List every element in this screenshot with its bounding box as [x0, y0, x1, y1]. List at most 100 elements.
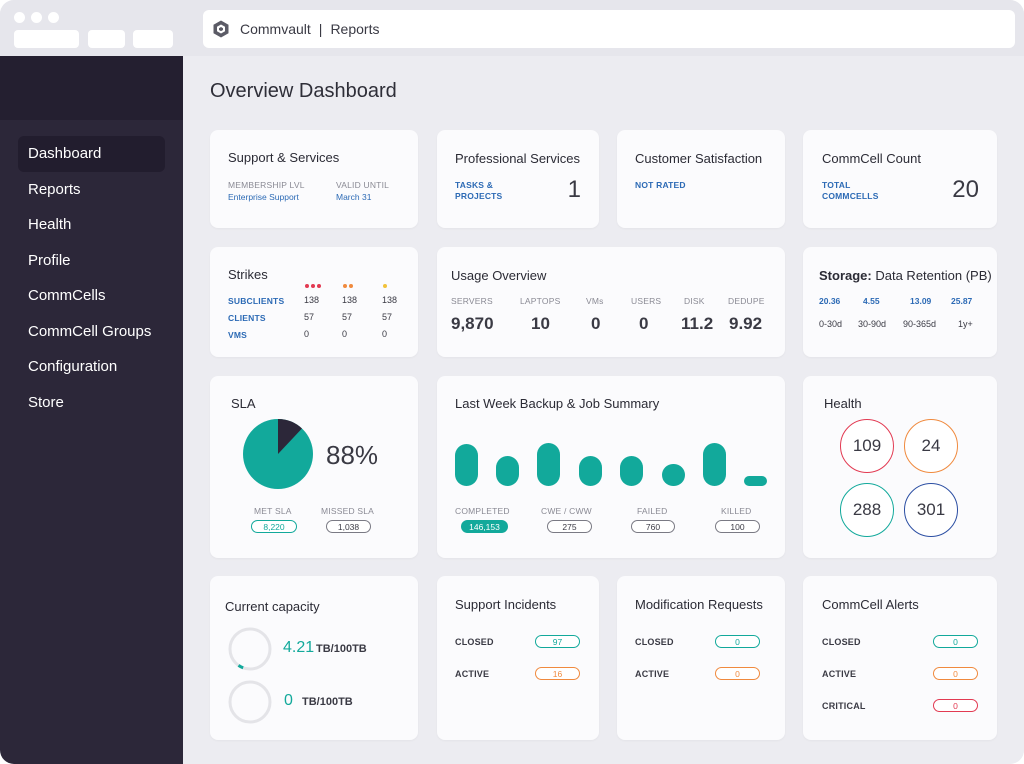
missed-sla-value[interactable]: 1,038: [326, 520, 371, 533]
support-incidents-card[interactable]: Support Incidents CLOSED 97 ACTIVE 16: [437, 576, 599, 740]
capacity-unit: TB/100TB: [316, 643, 367, 655]
retention-label: 30-90d: [858, 319, 887, 329]
window-maximize-dot[interactable]: [48, 12, 59, 23]
sidebar-nav: Dashboard Reports Health Profile CommCel…: [18, 136, 165, 420]
health-card[interactable]: Health 109 24 288 301: [803, 376, 997, 558]
total-commcells-link[interactable]: TOTAL COMMCELLS: [822, 180, 879, 201]
card-title: Current capacity: [225, 599, 320, 614]
health-circle[interactable]: 109: [840, 419, 894, 473]
request-row-value[interactable]: 0: [715, 635, 760, 648]
sidebar: Dashboard Reports Health Profile CommCel…: [0, 56, 183, 764]
sidebar-item-dashboard[interactable]: Dashboard: [18, 136, 165, 172]
main-content: Overview Dashboard Support & Services ME…: [183, 56, 1024, 764]
browser-chrome: Commvault | Reports: [0, 0, 1024, 56]
alert-row-label: CRITICAL: [822, 701, 866, 711]
not-rated-link[interactable]: NOT RATED: [635, 180, 686, 190]
browser-tab[interactable]: [14, 30, 79, 48]
sidebar-item-health[interactable]: Health: [28, 216, 72, 234]
valid-until-value[interactable]: March 31: [336, 192, 372, 202]
browser-tab[interactable]: [133, 30, 173, 48]
sidebar-item-reports[interactable]: Reports: [28, 180, 81, 198]
health-circle[interactable]: 24: [904, 419, 958, 473]
alert-row-value[interactable]: 0: [933, 635, 978, 648]
backup-stat-value[interactable]: 275: [547, 520, 592, 533]
retention-label: 90-365d: [903, 319, 937, 329]
backup-stat-value[interactable]: 146,153: [461, 520, 508, 533]
address-bar[interactable]: Commvault | Reports: [203, 10, 1015, 48]
strikes-card[interactable]: Strikes SUBCLIENTS 138 138 138 CLIENTS 5…: [210, 247, 418, 357]
browser-tab[interactable]: [88, 30, 125, 48]
strikes-row-label[interactable]: SUBCLIENTS: [228, 296, 285, 306]
sla-card[interactable]: SLA 88% MET SLA 8,220 MISSED SLA 1,038: [210, 376, 418, 558]
strikes-value: 57: [304, 312, 315, 322]
health-circle[interactable]: 301: [904, 483, 958, 537]
usage-overview-card[interactable]: Usage Overview SERVERS 9,870 LAPTOPS 10 …: [437, 247, 785, 357]
request-row-value[interactable]: 0: [715, 667, 760, 680]
window-minimize-dot[interactable]: [31, 12, 42, 23]
backup-bar: [620, 456, 643, 486]
strikes-row-label[interactable]: CLIENTS: [228, 313, 266, 323]
strikes-value: 0: [382, 329, 388, 339]
sla-missed-slice: [278, 419, 302, 454]
sidebar-item-commcell-groups[interactable]: CommCell Groups: [28, 322, 152, 340]
alert-row-value[interactable]: 0: [933, 699, 978, 712]
usage-value: 10: [531, 314, 550, 333]
retention-value[interactable]: 25.87: [951, 296, 973, 306]
valid-until-label: VALID UNTIL: [336, 180, 390, 190]
sidebar-item-commcells[interactable]: CommCells: [28, 287, 106, 305]
backup-summary-card[interactable]: Last Week Backup & Job Summary COMPLETED…: [437, 376, 785, 558]
window-close-dot[interactable]: [14, 12, 25, 23]
incident-row-value[interactable]: 97: [535, 635, 580, 648]
retention-value[interactable]: 4.55: [863, 296, 880, 306]
backup-stat-label: COMPLETED: [455, 506, 510, 516]
sidebar-item-profile[interactable]: Profile: [28, 251, 71, 269]
membership-label: MEMBERSHIP LVL: [228, 180, 305, 190]
support-services-card[interactable]: Support & Services MEMBERSHIP LVL Enterp…: [210, 130, 418, 228]
retention-value[interactable]: 13.09: [910, 296, 932, 306]
current-capacity-card[interactable]: Current capacity 4.21 TB/100TB 0 TB/100T…: [210, 576, 418, 740]
tasks-projects-link[interactable]: TASKS & PROJECTS: [455, 180, 503, 201]
backup-stat-value[interactable]: 100: [715, 520, 760, 533]
alert-row-value[interactable]: 0: [933, 667, 978, 680]
card-title: Professional Services: [455, 151, 580, 166]
professional-services-card[interactable]: Professional Services TASKS & PROJECTS 1: [437, 130, 599, 228]
commcell-alerts-card[interactable]: CommCell Alerts CLOSED 0 ACTIVE 0 CRITIC…: [803, 576, 997, 740]
membership-value[interactable]: Enterprise Support: [228, 192, 299, 202]
strikes-value: 0: [304, 329, 310, 339]
customer-satisfaction-card[interactable]: Customer Satisfaction NOT RATED: [617, 130, 785, 228]
modification-requests-card[interactable]: Modification Requests CLOSED 0 ACTIVE 0: [617, 576, 785, 740]
retention-value[interactable]: 20.36: [819, 296, 841, 306]
strikes-row-label[interactable]: VMS: [228, 330, 248, 340]
breadcrumb-page: Reports: [330, 21, 380, 37]
usage-label: USERS: [631, 296, 662, 306]
commcell-count-card[interactable]: CommCell Count TOTAL COMMCELLS 20: [803, 130, 997, 228]
card-title: Health: [824, 396, 862, 411]
backup-stat-label: CWE / CWW: [541, 506, 592, 516]
strikes-value: 0: [342, 329, 348, 339]
strikes-value: 138: [342, 295, 358, 305]
storage-card[interactable]: Storage: Data Retention (PB) 20.36 4.55 …: [803, 247, 997, 357]
sidebar-item-configuration[interactable]: Configuration: [28, 358, 118, 376]
usage-label: DISK: [684, 296, 705, 306]
usage-label: SERVERS: [451, 296, 493, 306]
card-title: Support Incidents: [455, 597, 557, 612]
severity-dots-icon: [343, 284, 353, 288]
backup-stat-value[interactable]: 760: [631, 520, 675, 533]
usage-value: 9,870: [451, 314, 494, 333]
backup-stat-label: KILLED: [721, 506, 752, 516]
usage-label: LAPTOPS: [520, 296, 561, 306]
incident-row-value[interactable]: 16: [535, 667, 580, 680]
alert-row-label: ACTIVE: [822, 669, 857, 679]
card-title: Usage Overview: [451, 268, 547, 283]
strikes-value: 57: [382, 312, 393, 322]
met-sla-value[interactable]: 8,220: [251, 520, 297, 533]
usage-value: 11.2: [681, 314, 714, 333]
sla-pie-chart: [243, 419, 313, 489]
sidebar-item-store[interactable]: Store: [28, 393, 64, 411]
card-title: CommCell Alerts: [822, 597, 919, 612]
backup-stat-label: FAILED: [637, 506, 668, 516]
capacity-unit: TB/100TB: [302, 696, 353, 708]
health-circle[interactable]: 288: [840, 483, 894, 537]
capacity-value: 0: [284, 692, 293, 709]
